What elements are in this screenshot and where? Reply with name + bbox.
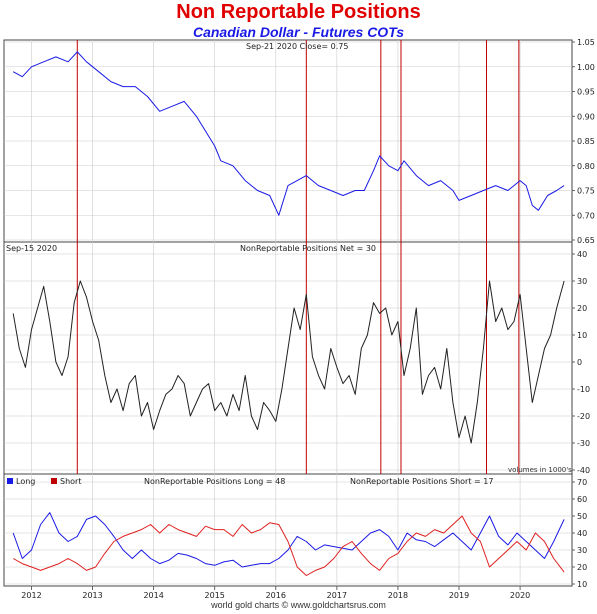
net-ytick-label: -10 bbox=[577, 385, 590, 394]
xtick-label: 2020 bbox=[510, 591, 530, 600]
short-value-label: NonReportable Positions Short = 17 bbox=[350, 477, 493, 486]
xtick-label: 2017 bbox=[327, 591, 347, 600]
net-ytick-label: 0 bbox=[577, 358, 582, 367]
net-ytick-label: -40 bbox=[577, 466, 590, 475]
net-series-line bbox=[12, 280, 565, 444]
footer-credit: world gold charts © www.goldchartsrus.co… bbox=[211, 600, 386, 610]
long_short-ytick-label: 40 bbox=[577, 529, 587, 538]
legend-short-swatch bbox=[51, 478, 57, 484]
net-ytick-label: -30 bbox=[577, 439, 590, 448]
price-ytick-label: 0.85 bbox=[577, 137, 595, 146]
legend-short-label: Short bbox=[60, 477, 81, 486]
price-series-line bbox=[12, 51, 565, 216]
volumes-note: volumes in 1000's bbox=[508, 466, 572, 474]
xtick-label: 2013 bbox=[82, 591, 102, 600]
xtick-label: 2018 bbox=[388, 591, 408, 600]
price-panel-label: Sep-21 2020 Close= 0.75 bbox=[246, 42, 348, 51]
long_short-ytick-label: 60 bbox=[577, 495, 587, 504]
chart-subtitle: Canadian Dollar - Futures COTs bbox=[192, 24, 405, 40]
long_short-ytick-label: 50 bbox=[577, 512, 587, 521]
xtick-label: 2015 bbox=[205, 591, 225, 600]
long_short-ytick-label: 30 bbox=[577, 546, 587, 555]
long_short-ytick-label: 70 bbox=[577, 478, 587, 487]
net-ytick-label: 10 bbox=[577, 331, 587, 340]
net-ytick-label: 20 bbox=[577, 304, 587, 313]
price-ytick-label: 0.90 bbox=[577, 112, 595, 121]
price-ytick-label: 1.05 bbox=[577, 38, 595, 47]
price-ytick-label: 0.65 bbox=[577, 236, 595, 245]
legend-long-swatch bbox=[7, 478, 13, 484]
long-value-label: NonReportable Positions Long = 48 bbox=[144, 477, 285, 486]
net-panel-date-label: Sep-15 2020 bbox=[6, 244, 57, 253]
xtick-label: 2014 bbox=[143, 591, 163, 600]
chart-title: Non Reportable Positions bbox=[176, 1, 421, 23]
long-short-panel-frame bbox=[3, 473, 573, 587]
long_short-ytick-label: 10 bbox=[577, 580, 587, 589]
net-ytick-label: 40 bbox=[577, 250, 587, 259]
long_short-ytick-label: 20 bbox=[577, 563, 587, 572]
price-ytick-label: 0.95 bbox=[577, 88, 595, 97]
price-ytick-label: 0.75 bbox=[577, 187, 595, 196]
legend-long-label: Long bbox=[16, 477, 35, 486]
xtick-label: 2016 bbox=[266, 591, 286, 600]
net-panel-value-label: NonReportable Positions Net = 30 bbox=[240, 244, 376, 253]
price-ytick-label: 0.70 bbox=[577, 211, 595, 220]
price-ytick-label: 1.00 bbox=[577, 63, 595, 72]
net-ytick-label: -20 bbox=[577, 412, 590, 421]
xtick-label: 2019 bbox=[449, 591, 469, 600]
xtick-label: 2012 bbox=[21, 591, 41, 600]
long_short-series-short bbox=[12, 515, 565, 576]
net-ytick-label: 30 bbox=[577, 277, 587, 286]
long_short-series-long bbox=[12, 512, 565, 568]
price-ytick-label: 0.80 bbox=[577, 162, 595, 171]
